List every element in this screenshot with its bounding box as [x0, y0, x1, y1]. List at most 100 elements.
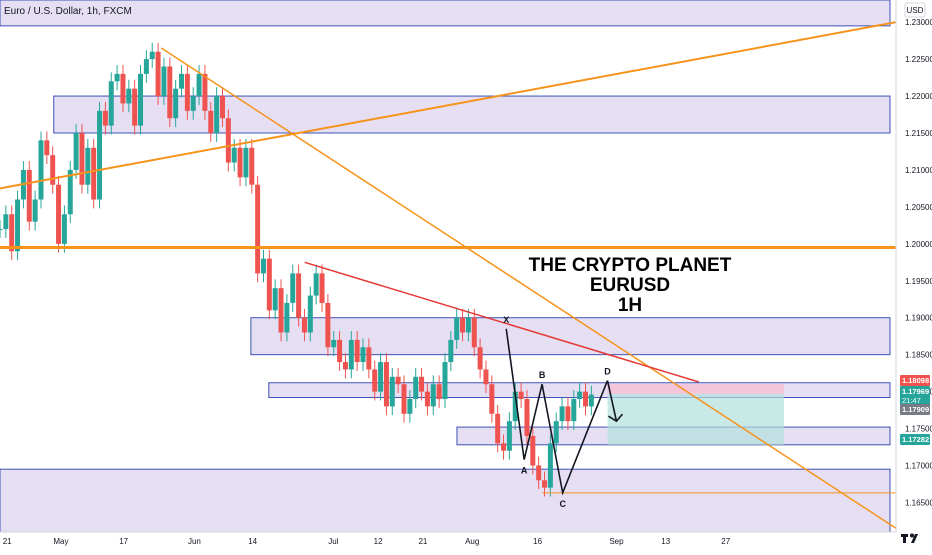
- candle-body: [272, 288, 278, 311]
- candle-body: [225, 118, 231, 163]
- candle-body: [284, 302, 290, 333]
- candle-body: [32, 199, 38, 222]
- price-axis[interactable]: 1.23000 1.22500 1.22000 1.21500 1.21000 1.205…: [905, 18, 932, 507]
- price-tick-label: 1.16500: [905, 498, 932, 507]
- candle-body: [530, 435, 536, 466]
- price-tag-3: [900, 434, 930, 445]
- candle-body: [243, 147, 249, 178]
- currency-badge[interactable]: USD: [904, 2, 926, 18]
- headline-annotation: THE CRYPTO PLANET EURUSD 1H: [500, 256, 760, 316]
- price-tick-label: 1.19500: [905, 277, 932, 286]
- candle-body: [255, 184, 261, 274]
- candle-body: [249, 147, 255, 185]
- candle-body: [208, 110, 214, 133]
- trendline-0: [0, 21, 897, 190]
- candle-body: [448, 339, 454, 363]
- candle-body: [214, 96, 220, 133]
- candle-body: [173, 88, 179, 119]
- candle-body: [237, 147, 243, 178]
- pattern-label-d: D: [604, 367, 611, 377]
- price-tick-label: 1.20500: [905, 203, 932, 212]
- candle-body: [331, 339, 337, 348]
- trendline-3: [304, 261, 700, 383]
- candle-body: [565, 406, 571, 422]
- candle-body: [430, 384, 436, 407]
- candle-body: [512, 391, 518, 422]
- candle-body: [184, 73, 190, 111]
- time-tick-label: Jun: [188, 537, 201, 546]
- price-tick-label: 1.19000: [905, 314, 932, 323]
- candle-body: [477, 347, 483, 370]
- time-tick-label: Jul: [328, 537, 338, 546]
- candle-body: [542, 480, 548, 488]
- zone-0: [0, 0, 891, 27]
- candle-body: [91, 147, 97, 200]
- time-axis[interactable]: 21 May 17 Jun 14 Jul 12 21 Aug 16 Sep 13 27: [3, 537, 731, 546]
- harmonic-pattern: X A B C D: [503, 315, 624, 509]
- candle-body: [536, 465, 542, 481]
- projection-arrow-shaft: [606, 380, 618, 422]
- candle-body: [501, 443, 507, 451]
- candle-body: [465, 317, 471, 333]
- pattern-label-b: B: [539, 370, 546, 380]
- time-tick-label: May: [53, 537, 68, 546]
- candle-body: [290, 273, 296, 303]
- price-tag-0: [900, 375, 930, 386]
- candle-body: [360, 347, 366, 363]
- candle-body: [372, 369, 378, 392]
- price-tag-value-3: 1.17282: [902, 435, 929, 444]
- candle-body: [155, 51, 161, 97]
- candle-body: [571, 399, 577, 422]
- price-tag-value-0: 1.18098: [902, 376, 929, 385]
- time-tick-label: 16: [533, 537, 542, 546]
- price-tag-value-2: 1.17909: [902, 405, 929, 414]
- candle-body: [518, 391, 524, 399]
- time-tick-label: 14: [248, 537, 257, 546]
- candle-body: [401, 384, 407, 414]
- candle-body: [196, 73, 202, 97]
- candle-body: [471, 317, 477, 348]
- time-tick-label: 27: [721, 537, 730, 546]
- candle-body: [436, 384, 442, 399]
- candle-body: [583, 391, 589, 407]
- time-tick-label: 21: [418, 537, 427, 546]
- pattern-label-a: A: [521, 466, 528, 476]
- candle-body: [348, 339, 354, 370]
- time-tick-label: 12: [374, 537, 383, 546]
- candle-body: [73, 133, 79, 170]
- candle-body: [132, 88, 138, 126]
- target-layer: [607, 384, 784, 445]
- price-tick-label: 1.18500: [905, 351, 932, 360]
- candle-body: [313, 273, 319, 296]
- pattern-path: [505, 328, 609, 496]
- candle-body: [266, 258, 272, 311]
- candle-body: [114, 73, 120, 82]
- candle-body: [56, 184, 62, 244]
- price-tag-time: 21:47: [902, 396, 921, 405]
- candle-body: [179, 73, 185, 89]
- candle-body: [395, 376, 401, 385]
- trendline-1: [160, 47, 897, 529]
- candle-body: [149, 51, 155, 60]
- candle-body: [50, 155, 56, 185]
- candle-body: [3, 214, 9, 230]
- candle-body: [231, 147, 237, 163]
- candle-body: [378, 362, 384, 392]
- candle-body: [161, 66, 167, 97]
- candle-body: [342, 362, 348, 370]
- candle-body: [202, 73, 208, 111]
- headline-line-3: 1H: [617, 295, 643, 316]
- time-tick-label: 21: [3, 537, 12, 546]
- price-tick-label: 1.23000: [905, 18, 932, 27]
- candle-body: [383, 362, 389, 407]
- zone-5: [0, 468, 891, 533]
- candle-body: [79, 133, 85, 185]
- price-tag-2: [900, 404, 930, 415]
- price-tag-1: [900, 386, 930, 406]
- candle-body: [0, 229, 3, 231]
- candle-body: [138, 73, 144, 126]
- zones-layer: [0, 0, 891, 533]
- candle-body: [325, 302, 331, 348]
- tradingview-logo-icon[interactable]: [900, 532, 924, 547]
